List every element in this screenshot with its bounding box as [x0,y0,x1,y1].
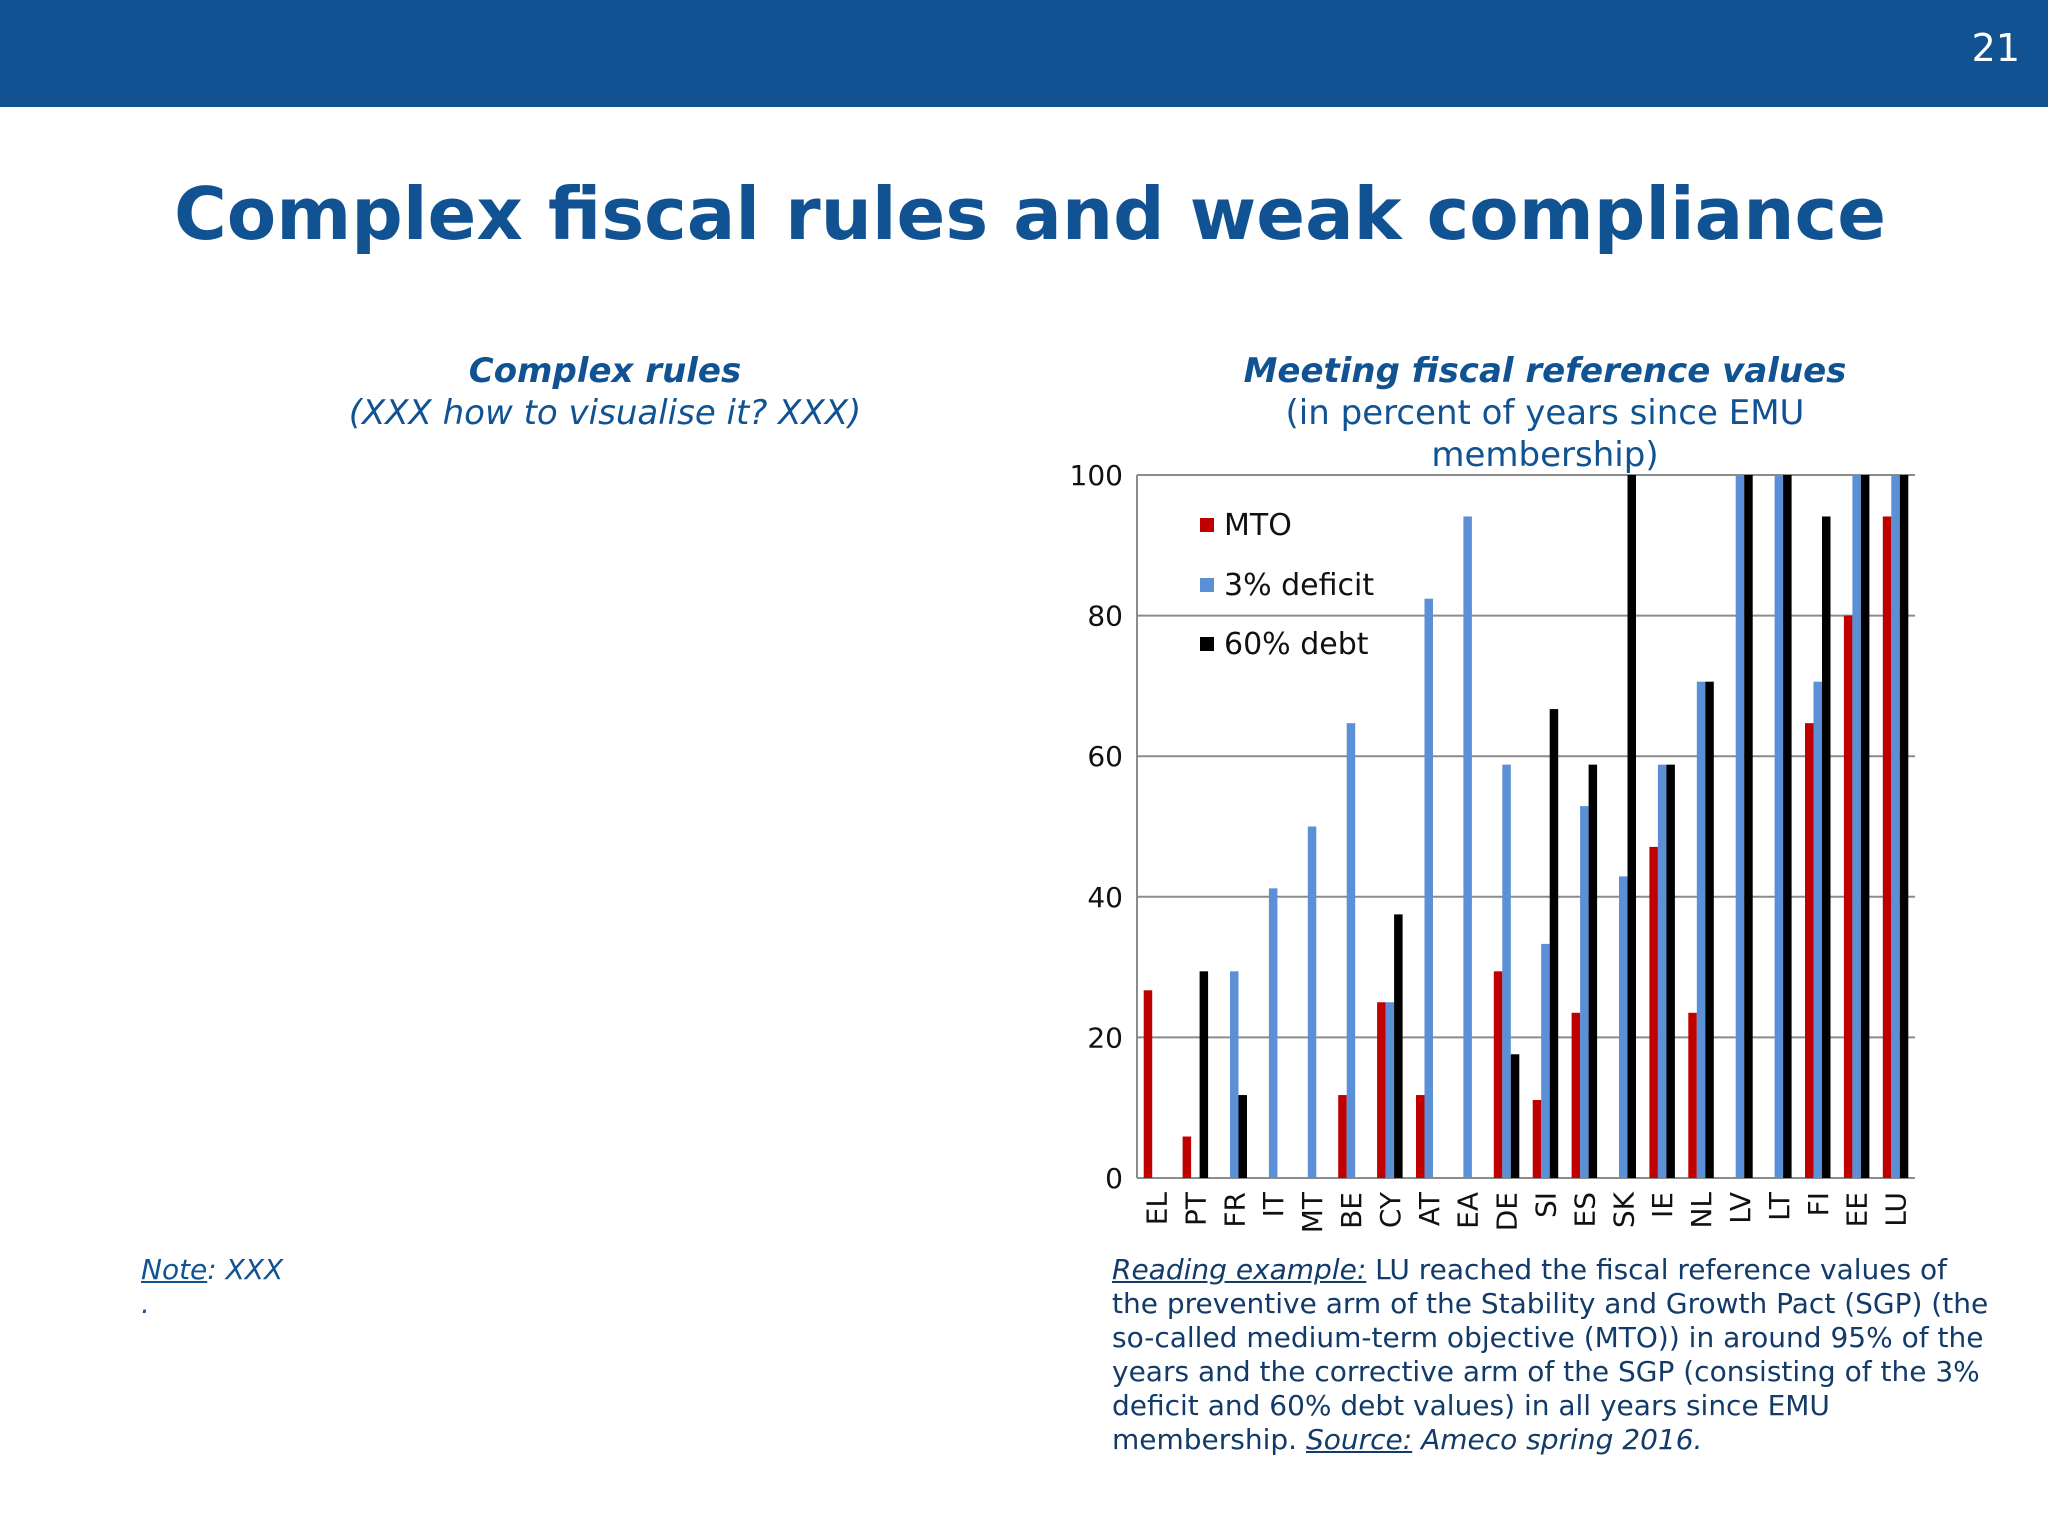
right-panel-heading: Meeting fiscal reference values (in perc… [1200,350,1890,476]
x-tick-label: LT [1763,1191,1796,1221]
top-banner: 21 [0,0,2048,107]
x-tick-label: EL [1140,1192,1173,1226]
bar-3-deficit [1580,806,1589,1178]
y-tick-label: 0 [1105,1162,1123,1195]
bar-60-debt [1822,516,1831,1178]
bar-60-debt [1394,914,1403,1178]
bar-3-deficit [1657,764,1667,1178]
bar-60-debt [1666,764,1675,1178]
note-dot: . [141,1287,150,1320]
bar-mto [1182,1136,1192,1178]
bar-mto [1843,615,1853,1178]
bar-mto [1688,1012,1697,1178]
note-text: : XXX [207,1253,284,1286]
page-number: 21 [1971,26,2020,70]
y-tick-label: 20 [1087,1021,1123,1054]
x-tick-label: MT [1296,1191,1329,1233]
x-tick-label: LV [1724,1192,1757,1224]
y-tick-label: 100 [1070,459,1123,492]
legend-swatch [1200,578,1214,592]
bar-mto [1649,846,1658,1178]
x-tick-label: FR [1218,1192,1251,1228]
x-tick-label: EA [1452,1192,1485,1229]
bar-60-debt [1627,475,1636,1178]
y-tick-label: 60 [1087,740,1123,773]
bar-3-deficit [1346,723,1356,1178]
bar-60-debt [1199,971,1209,1178]
y-tick-label: 80 [1087,600,1123,633]
reading-example-label: Reading example: [1112,1253,1367,1286]
chart-subtitle: (in percent of years since EMU membershi… [1285,393,1805,475]
legend-swatch [1200,637,1214,651]
reading-example-text: LU reached the fiscal reference values o… [1112,1253,1989,1456]
slide-title: Complex fiscal rules and weak compliance [173,172,1887,256]
x-tick-label: DE [1491,1192,1524,1231]
bar-mto [1143,990,1153,1178]
bar-60-debt [1705,681,1714,1178]
x-tick-label: SI [1529,1192,1562,1218]
legend-swatch [1200,518,1214,532]
bar-60-debt [1783,475,1792,1178]
x-tick-label: IE [1646,1192,1679,1218]
bar-mto [1416,1095,1425,1178]
left-panel-title: Complex rules [468,351,742,391]
bar-60-debt [1860,475,1870,1178]
x-tick-label: IT [1257,1191,1290,1217]
source-label: Source: [1305,1423,1413,1456]
bar-3-deficit [1502,764,1511,1178]
bar-60-debt [1238,1095,1247,1178]
bar-60-debt [1588,764,1598,1178]
legend-label: 3% deficit [1224,568,1374,603]
x-tick-label: CY [1374,1191,1407,1228]
bar-3-deficit [1424,598,1433,1178]
bar-3-deficit [1268,888,1278,1178]
bar-mto [1571,1012,1581,1178]
note: Note: XXX . [141,1253,283,1321]
x-tick-label: NL [1685,1192,1718,1229]
x-tick-label: PT [1179,1191,1212,1226]
legend-label: 60% debt [1224,627,1369,662]
x-tick-label: AT [1413,1191,1446,1226]
left-panel-heading: Complex rules (XXX how to visualise it? … [260,350,950,434]
bar-mto [1882,516,1892,1178]
left-panel-subtitle: (XXX how to visualise it? XXX) [348,393,862,433]
legend-label: MTO [1224,508,1292,543]
bar-3-deficit [1619,876,1628,1178]
bar-mto [1805,723,1814,1178]
source-text: Ameco spring 2016. [1412,1423,1703,1456]
bar-3-deficit [1852,475,1861,1178]
x-tick-label: ES [1568,1192,1601,1227]
bar-3-deficit [1774,475,1784,1178]
bar-60-debt [1510,1054,1520,1178]
bar-3-deficit [1735,475,1745,1178]
y-tick-label: 40 [1087,881,1123,914]
x-tick-label: SK [1607,1191,1640,1228]
note-label: Note [141,1253,208,1286]
bar-3-deficit [1813,681,1822,1178]
bar-3-deficit [1385,1002,1395,1178]
x-tick-label: EE [1841,1192,1874,1227]
x-tick-label: BE [1335,1192,1368,1229]
bar-mto [1493,971,1503,1178]
bar-chart: 0 20 40 60 80 100 EL PT FR IT MT BE CY AT EA DE SI ES SK IE… [1070,459,1915,1233]
bar-60-debt [1549,709,1559,1178]
bar-60-debt [1899,475,1909,1178]
x-tick-label: FI [1802,1192,1835,1216]
bar-3-deficit [1891,475,1900,1178]
bar-mto [1377,1002,1386,1178]
bar-3-deficit [1463,516,1472,1178]
bar-mto [1338,1095,1347,1178]
bar-60-debt [1744,475,1753,1178]
chart-title: Meeting fiscal reference values [1243,351,1847,391]
bar-3-deficit [1696,681,1706,1178]
bar-3-deficit [1541,943,1550,1178]
bar-mto [1532,1099,1542,1178]
x-tick-label: LU [1880,1192,1913,1227]
bar-3-deficit [1230,971,1239,1178]
reading-example: Reading example: LU reached the fiscal r… [1112,1253,1992,1457]
bar-3-deficit [1307,826,1317,1178]
